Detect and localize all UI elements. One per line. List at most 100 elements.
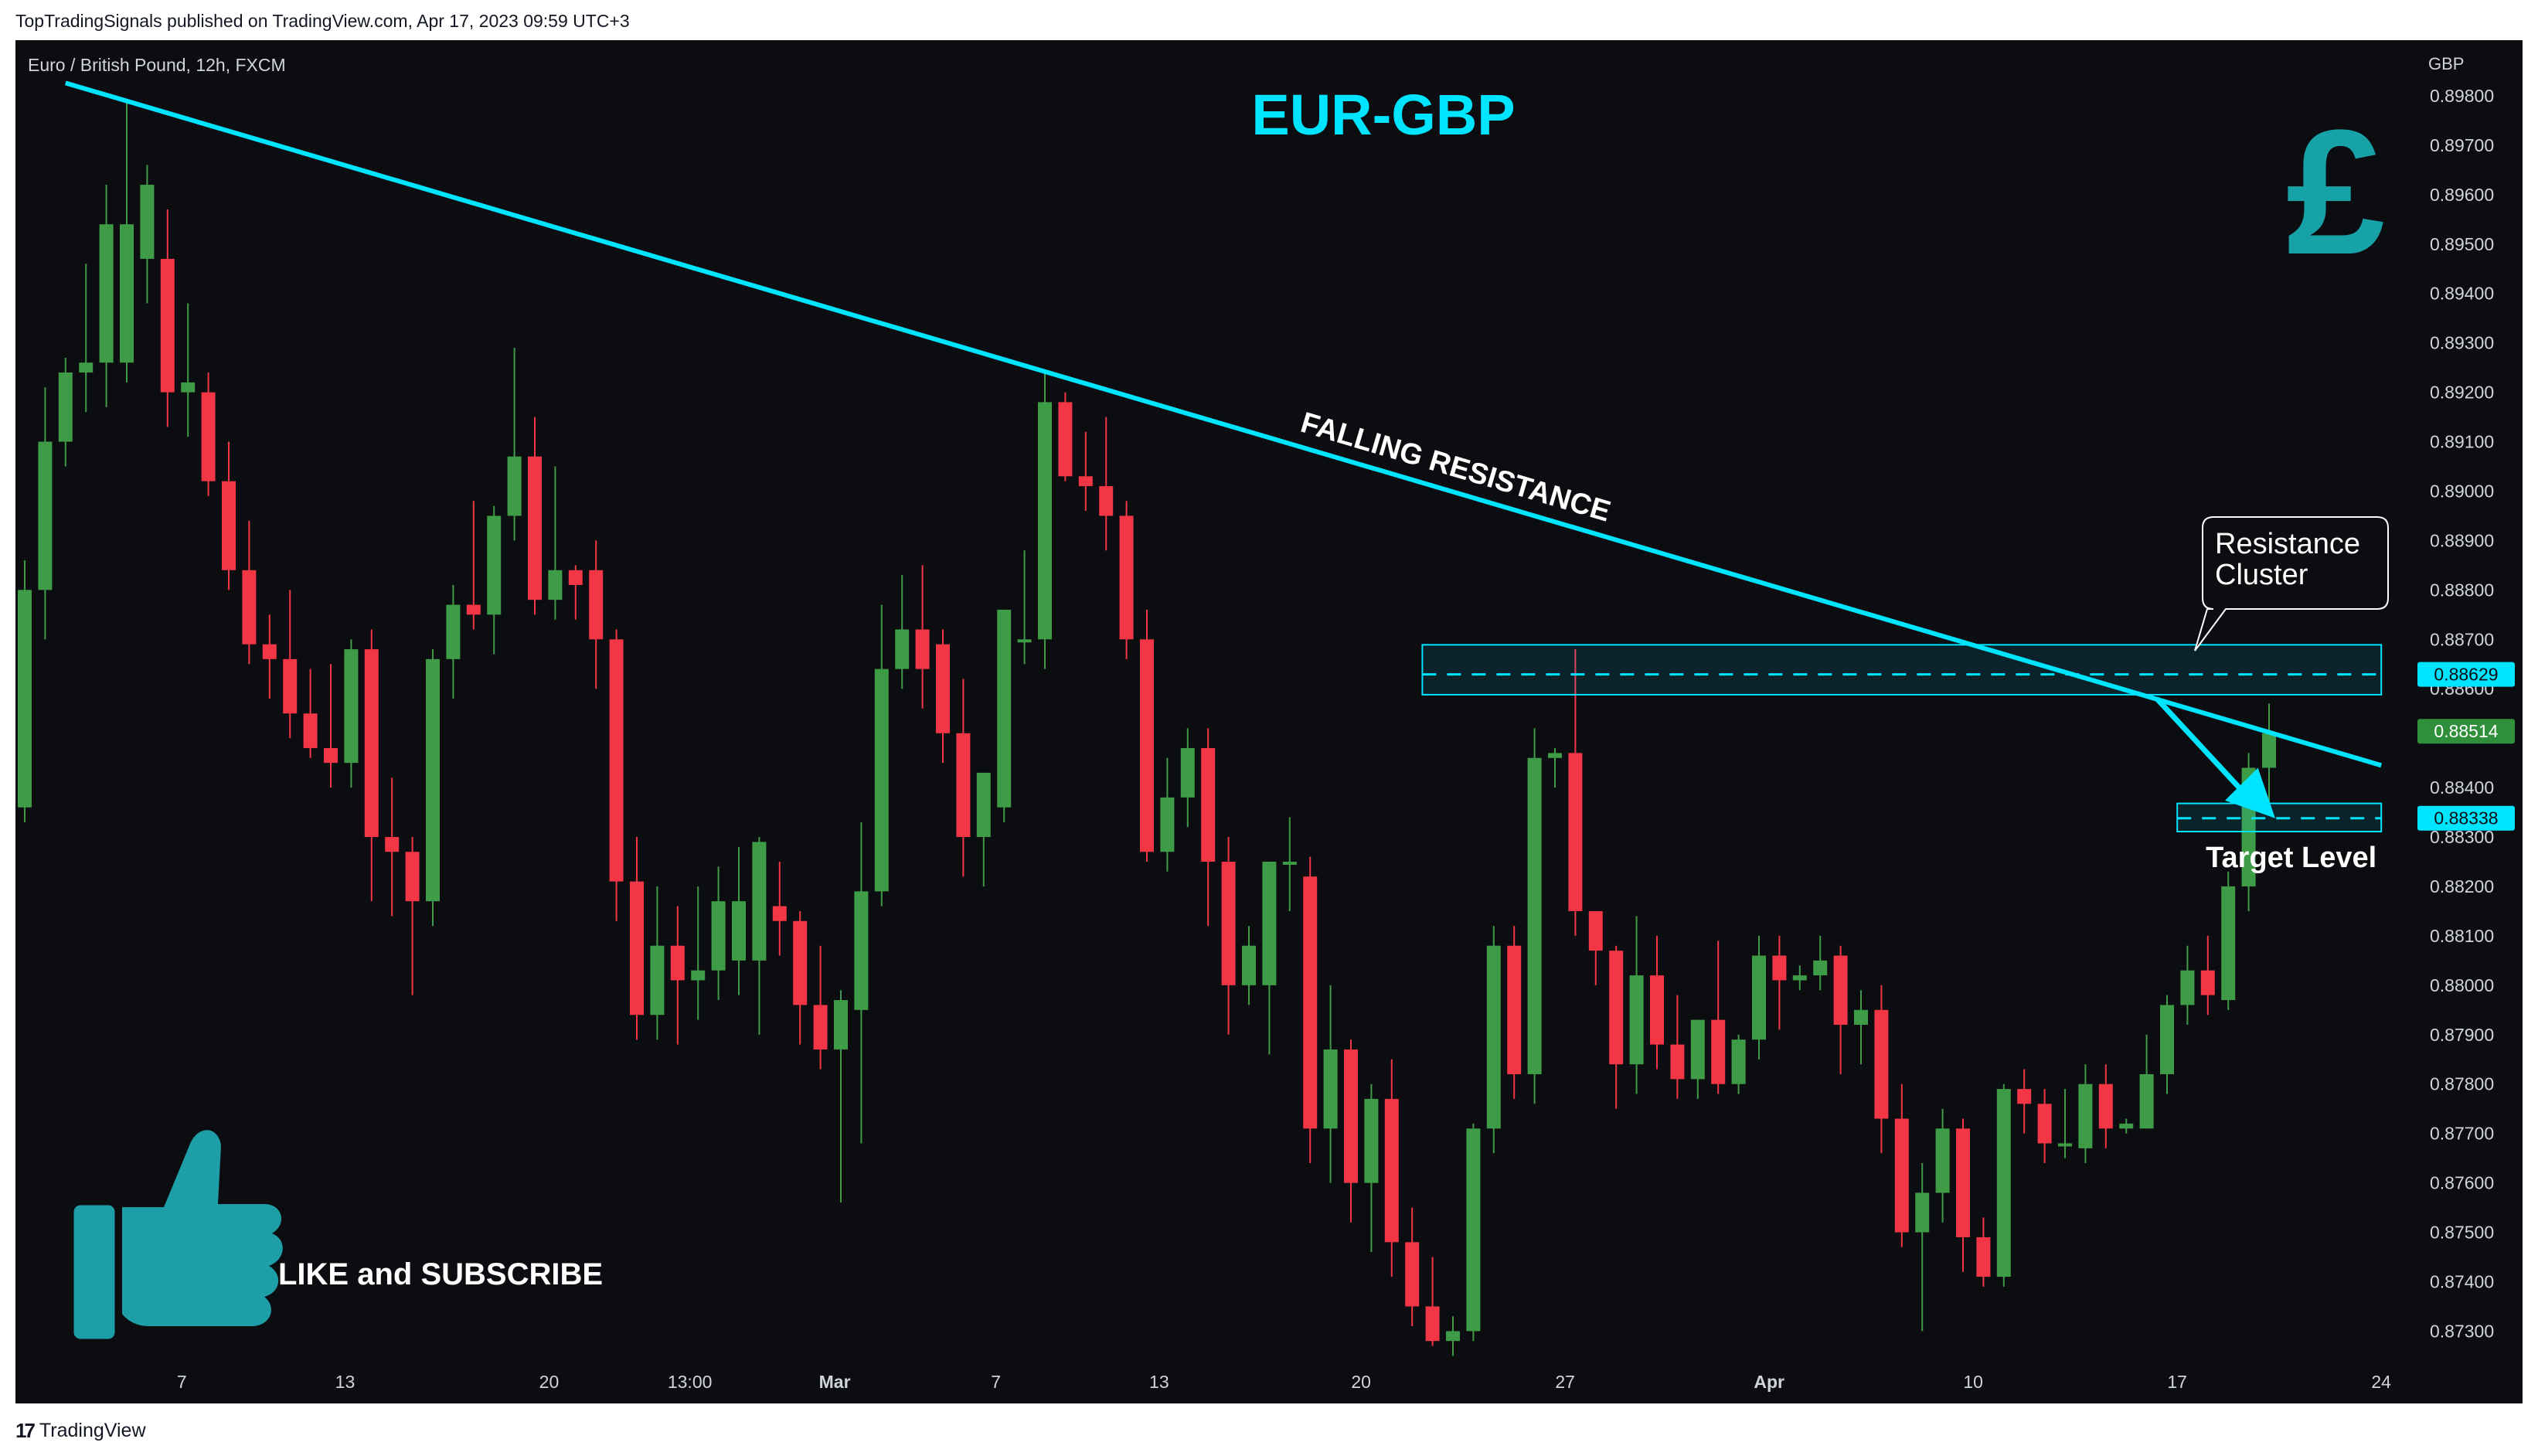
candle xyxy=(1792,965,1807,991)
candle xyxy=(2098,1064,2113,1148)
candle-body xyxy=(2058,1143,2072,1147)
candle-body xyxy=(222,481,236,570)
candle-body xyxy=(1303,876,1318,1129)
candle-body xyxy=(997,609,1012,808)
candle-body xyxy=(2098,1083,2113,1129)
candle-body xyxy=(1568,753,1583,911)
candle-body xyxy=(1588,910,1603,951)
candle-body xyxy=(2221,886,2236,1001)
x-tick-label: Apr xyxy=(1754,1372,1784,1392)
candle-body xyxy=(2160,1005,2174,1074)
candle-body xyxy=(1486,945,1501,1129)
candle-body xyxy=(854,891,869,1010)
candle-body xyxy=(1935,1128,1950,1193)
x-tick-label: 13:00 xyxy=(668,1372,713,1392)
candle-body xyxy=(2078,1083,2093,1148)
candle-body xyxy=(2262,733,2276,768)
candle-body xyxy=(1527,757,1542,1074)
chart-frame[interactable]: FALLING RESISTANCE Target Level Resistance… xyxy=(15,40,2523,1403)
candle-body xyxy=(160,258,175,393)
candle-body xyxy=(568,570,583,585)
y-tick-label: 0.89400 xyxy=(2430,284,2494,304)
candle-body xyxy=(2139,1073,2154,1129)
candle xyxy=(650,886,665,1040)
candle xyxy=(1364,1083,1379,1253)
price-tag-bg xyxy=(2417,662,2515,687)
candle-body xyxy=(1446,1331,1460,1342)
candle xyxy=(589,540,604,689)
candle xyxy=(1405,1207,1420,1327)
x-tick-label: 24 xyxy=(2371,1372,2391,1392)
candle xyxy=(1629,916,1644,1094)
candle xyxy=(2037,1089,2052,1164)
candle-body xyxy=(874,668,889,892)
candle xyxy=(1752,935,1766,1060)
y-tick-label: 0.89000 xyxy=(2430,481,2494,501)
candle-body xyxy=(1180,747,1195,798)
candle xyxy=(385,777,400,917)
candle xyxy=(2017,1069,2032,1134)
y-tick-label: 0.87500 xyxy=(2430,1223,2494,1243)
candle-body xyxy=(976,772,991,838)
tradingview-logo-icon: 17 xyxy=(15,1419,36,1442)
candle xyxy=(609,629,624,921)
thumb-hand xyxy=(122,1130,283,1326)
candle xyxy=(732,846,746,995)
candle xyxy=(1201,728,1216,927)
candle xyxy=(1568,649,1583,936)
candle-body xyxy=(364,649,379,838)
candle-body xyxy=(1282,862,1297,866)
candle xyxy=(160,209,175,427)
candle-body xyxy=(528,456,542,600)
candle xyxy=(303,668,318,758)
candle xyxy=(1058,392,1073,481)
candle xyxy=(1915,1163,1930,1332)
candle xyxy=(1711,941,1726,1094)
candle-body xyxy=(1425,1306,1440,1342)
candle xyxy=(568,565,583,620)
candle-body xyxy=(466,604,481,615)
candle-body xyxy=(405,852,420,902)
candle xyxy=(630,837,644,1040)
candle xyxy=(1221,837,1236,1035)
y-tick-label: 0.87600 xyxy=(2430,1173,2494,1193)
candle xyxy=(1813,935,1828,991)
callout-line-1: Resistance xyxy=(2215,528,2360,560)
y-tick-label: 0.88900 xyxy=(2430,530,2494,550)
candle-body xyxy=(1507,945,1522,1074)
candle xyxy=(507,348,522,541)
thumbs-up-icon xyxy=(73,1130,283,1339)
candle xyxy=(1588,910,1603,985)
candle-body xyxy=(1323,1049,1338,1129)
candle-body xyxy=(691,970,706,981)
candle xyxy=(1486,926,1501,1154)
candle-body xyxy=(242,570,257,645)
falling-resistance-trendline xyxy=(64,80,2383,768)
candles-layer xyxy=(18,100,2276,1356)
candle-body xyxy=(446,604,461,659)
candle-body xyxy=(1344,1049,1358,1183)
x-tick-label: 20 xyxy=(1351,1372,1371,1392)
price-tag: 0.88338 xyxy=(2417,805,2515,831)
candle xyxy=(79,264,94,413)
candle xyxy=(834,990,848,1203)
candle xyxy=(2180,945,2195,1026)
candle xyxy=(1833,945,1848,1074)
candle xyxy=(915,565,930,709)
footer-brand[interactable]: 17 TradingView xyxy=(15,1419,146,1443)
candle xyxy=(874,604,889,907)
candle xyxy=(854,822,869,1144)
candle xyxy=(140,165,155,304)
y-tick-label: 0.89800 xyxy=(2430,86,2494,106)
candle-body xyxy=(1772,955,1787,981)
candle xyxy=(793,910,808,1045)
candle-body xyxy=(1099,486,1114,516)
like-subscribe-text: LIKE and SUBSCRIBE xyxy=(278,1257,603,1291)
candle-body xyxy=(1078,476,1093,487)
candle-body xyxy=(1956,1128,1970,1237)
candle-body xyxy=(650,945,665,1015)
currency-label: GBP xyxy=(2428,54,2464,73)
candle-body xyxy=(1629,975,1644,1065)
candle xyxy=(99,185,114,407)
